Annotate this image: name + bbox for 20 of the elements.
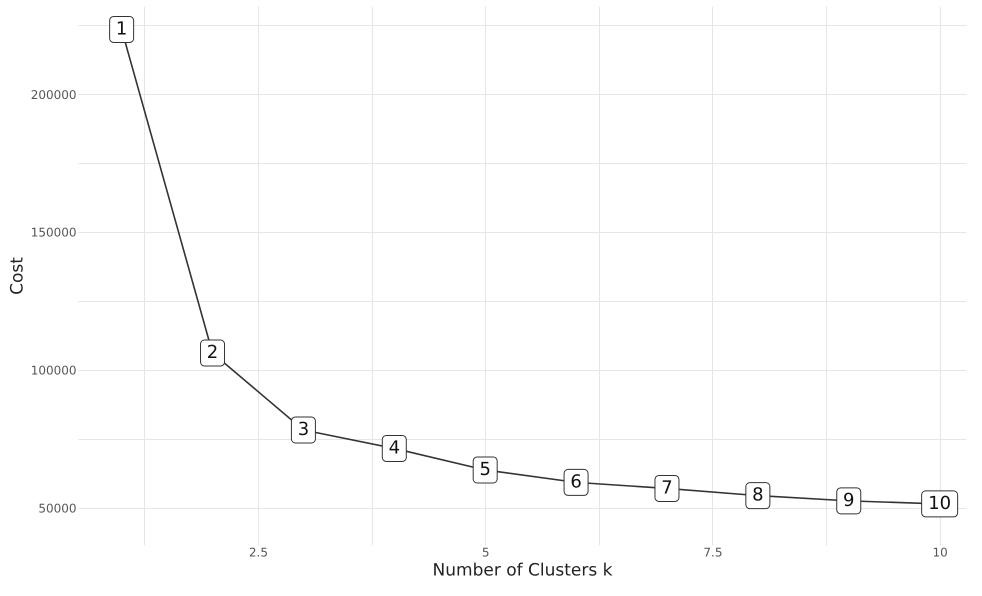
- annotation: 2: [206, 342, 218, 364]
- annotation: 10: [928, 492, 952, 514]
- y-tick-label: 200000: [30, 88, 76, 102]
- y-tick-label: 150000: [30, 226, 76, 240]
- annotation: 9: [843, 490, 854, 511]
- x-tick-label: 7.5: [703, 546, 722, 560]
- x-tick-label: 10: [932, 546, 948, 560]
- annotation: 3: [298, 418, 310, 440]
- annotation: 6: [570, 471, 582, 492]
- annotation: 1: [116, 18, 128, 40]
- x-tick-label: 2.5: [248, 546, 268, 560]
- y-tick-label: 100000: [30, 364, 76, 378]
- x-tick-label: 5: [482, 546, 490, 560]
- y-axis-title: Cost: [8, 256, 28, 295]
- annotation: 5: [479, 458, 491, 480]
- annotation: 4: [388, 437, 400, 458]
- annotation: 8: [752, 484, 764, 506]
- annotation: 7: [661, 477, 673, 498]
- y-tick-label: 50000: [38, 502, 76, 516]
- x-axis-title: Number of Clusters k: [432, 560, 613, 580]
